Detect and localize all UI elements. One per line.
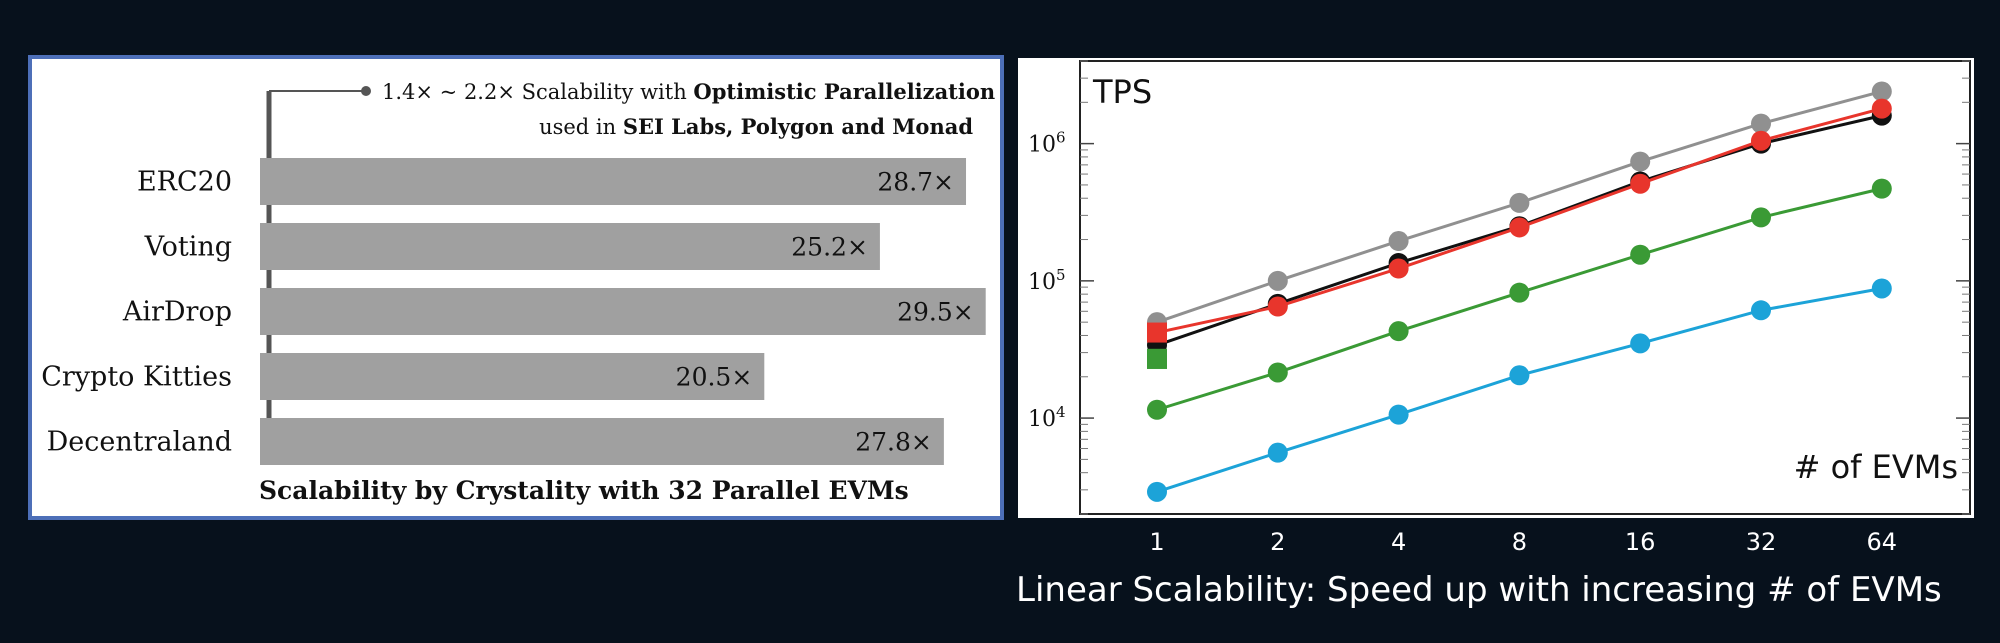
annotation-line2: used in SEI Labs, Polygon and Monad [539, 114, 973, 139]
series-point [1630, 173, 1651, 194]
series-point [1751, 113, 1771, 134]
bar-chart-svg: 1.4× ~ 2.2× Scalability with Optimistic … [41, 79, 995, 505]
x-tick-label: 64 [1866, 528, 1898, 556]
x-tick-label: 16 [1624, 528, 1656, 556]
series-point [1509, 192, 1530, 213]
x-tick-label: 32 [1745, 528, 1777, 556]
series-point [1267, 442, 1288, 463]
series-point [1509, 282, 1530, 303]
series-point [1147, 399, 1167, 420]
line-chart-caption: Linear Scalability: Speed up with increa… [1016, 570, 1942, 610]
x-tick-label: 1 [1149, 528, 1165, 556]
x-tick-label: 4 [1390, 528, 1407, 556]
category-label: ERC20 [137, 167, 232, 198]
series-line [1156, 286, 1883, 494]
bar-crypto-kitties [260, 353, 765, 400]
category-label: Voting [144, 232, 232, 263]
value-label: 29.5× [897, 298, 974, 327]
series-point [1871, 278, 1892, 299]
category-label: Crypto Kitties [41, 362, 232, 393]
y-tick-label: 104 [1028, 403, 1066, 432]
x-tick-label: 2 [1270, 528, 1286, 556]
series-point [1267, 296, 1288, 317]
series-point [1630, 151, 1651, 172]
series-point [1509, 365, 1530, 386]
series-point [1267, 270, 1288, 291]
series-point [1147, 348, 1167, 369]
line-chart-svg: 104 105 106 TPS # of EVMs [1028, 60, 1971, 515]
series-point [1630, 333, 1651, 354]
series-point [1388, 258, 1409, 279]
series-point [1871, 81, 1892, 102]
series-point [1509, 217, 1530, 238]
series-point [1147, 322, 1167, 343]
y-tick-labels: 104 105 106 [1028, 129, 1970, 432]
series-point [1751, 130, 1771, 151]
value-label: 28.7× [877, 168, 954, 197]
annotation-dot [361, 86, 371, 96]
series-point [1751, 300, 1771, 321]
series-point [1871, 178, 1892, 199]
series-point [1388, 404, 1409, 425]
series-point [1147, 481, 1167, 502]
series-point [1388, 231, 1409, 252]
bar-chart-title: Scalability by Crystality with 32 Parall… [259, 476, 909, 505]
series-point [1871, 98, 1892, 119]
y-tick-label: 106 [1028, 129, 1066, 158]
series-point [1751, 207, 1771, 228]
bar-decentraland [260, 418, 944, 465]
annotation-line1: 1.4× ~ 2.2× Scalability with Optimistic … [382, 79, 995, 104]
series-point [1388, 321, 1409, 342]
minor-ticks [1080, 60, 1970, 515]
y-tick-label: 105 [1028, 266, 1066, 295]
bar-chart-panel: 1.4× ~ 2.2× Scalability with Optimistic … [28, 55, 1004, 520]
value-label: 25.2× [791, 233, 868, 262]
bar-airdrop [260, 288, 986, 335]
series-point [1630, 244, 1651, 265]
value-label: 27.8× [855, 428, 932, 457]
category-label: Decentraland [47, 427, 232, 458]
bar-voting [260, 223, 880, 270]
x-axis-label: # of EVMs [1794, 448, 1958, 486]
series-group [1147, 81, 1892, 502]
bar-erc20 [260, 158, 967, 205]
bars-group: ERC20 28.7× Voting 25.2× AirDrop 29.5× Crypto … [41, 158, 986, 465]
x-tick-label: 8 [1511, 528, 1528, 556]
series-point [1267, 362, 1288, 383]
line-chart-panel: 104 105 106 TPS # of EVMs [1018, 58, 1974, 518]
y-axis-label: TPS [1092, 73, 1152, 111]
category-label: AirDrop [122, 297, 232, 328]
value-label: 20.5× [676, 363, 753, 392]
